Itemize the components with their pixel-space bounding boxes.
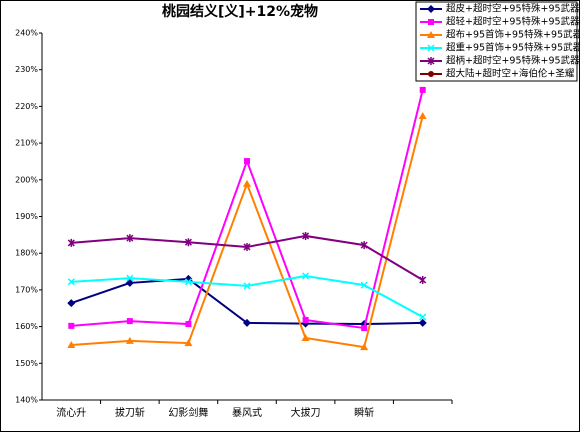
legend-label: 超布+95首饰+95特殊+95武器 <box>446 29 580 41</box>
marker <box>419 275 427 284</box>
marker <box>418 111 427 119</box>
marker <box>302 231 310 240</box>
y-tick-label: 230% <box>15 65 38 74</box>
y-tick-label: 170% <box>15 285 38 294</box>
legend-box <box>415 1 578 82</box>
marker <box>302 316 309 323</box>
marker <box>419 313 427 321</box>
legend-label: 超重+95首饰+95特殊+95武器 <box>446 42 580 54</box>
marker <box>68 322 75 329</box>
marker <box>125 336 134 344</box>
marker <box>184 278 192 286</box>
series <box>67 272 427 321</box>
marker <box>427 44 435 52</box>
legend-label: 超轻+超时空+95特殊+95武器 <box>446 16 580 28</box>
marker <box>427 57 435 65</box>
marker <box>428 19 434 25</box>
x-tick-label: 大拔刀 <box>291 406 321 419</box>
marker <box>184 238 192 247</box>
x-tick-label: 暴风式 <box>232 406 262 419</box>
marker <box>301 333 310 341</box>
marker <box>243 282 251 290</box>
x-tick-label: 拔刀斩 <box>115 406 145 419</box>
marker <box>185 321 192 328</box>
marker <box>67 238 75 247</box>
marker <box>419 86 426 93</box>
y-tick-label: 190% <box>15 212 38 221</box>
y-tick-label: 240% <box>15 29 38 38</box>
y-tick-label: 160% <box>15 322 38 331</box>
marker <box>428 71 434 77</box>
y-tick-label: 140% <box>15 396 38 405</box>
y-tick-label: 180% <box>15 249 38 258</box>
marker <box>67 299 76 308</box>
series <box>68 86 426 332</box>
marker <box>243 242 251 251</box>
marker <box>244 158 250 165</box>
marker <box>360 343 369 351</box>
marker <box>67 278 75 286</box>
marker <box>126 318 133 325</box>
series <box>67 111 427 351</box>
marker <box>243 318 251 327</box>
legend-label: 超皮+超时空+95特殊+95武器 <box>446 3 580 15</box>
marker <box>427 31 435 38</box>
x-tick-label: 瞬斩 <box>354 406 374 419</box>
marker <box>126 274 134 282</box>
marker <box>126 234 134 243</box>
legend-label: 超柄+超时空+95特殊+95武器 <box>446 55 580 67</box>
marker <box>67 340 76 348</box>
marker <box>360 281 368 289</box>
chart-title: 桃园结义[义]+12%宠物 <box>162 3 318 20</box>
marker <box>243 179 251 187</box>
y-tick-label: 150% <box>15 359 38 368</box>
marker <box>184 339 193 347</box>
x-tick-label: 流心升 <box>56 406 86 419</box>
y-tick-label: 200% <box>15 175 38 184</box>
marker <box>427 5 435 13</box>
x-tick-label: 幻影剑舞 <box>168 406 208 419</box>
marker <box>302 272 310 280</box>
legend: 超皮+超时空+95特殊+95武器超轻+超时空+95特殊+95武器超布+95首饰+… <box>415 1 580 82</box>
legend-label: 超大陆+超时空+海伯伦+圣耀 <box>446 68 575 80</box>
series <box>67 231 427 284</box>
marker <box>360 241 368 250</box>
y-tick-label: 220% <box>15 102 38 111</box>
y-tick-label: 210% <box>15 139 38 148</box>
marker <box>361 325 368 332</box>
marker <box>418 318 427 327</box>
